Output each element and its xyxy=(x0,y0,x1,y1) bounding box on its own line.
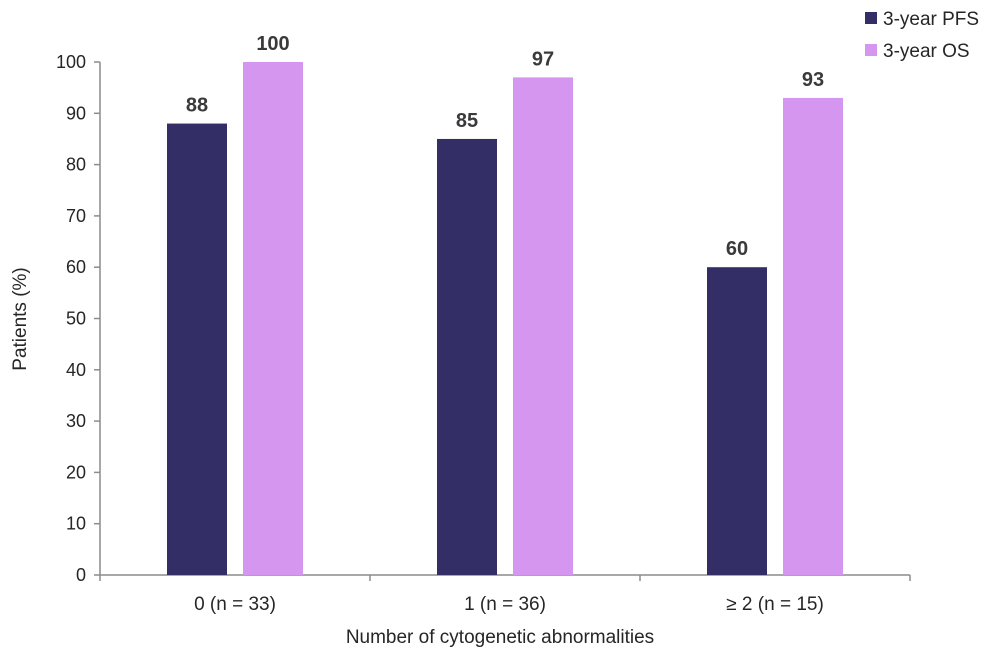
data-label: 88 xyxy=(186,95,208,117)
bar-pfs xyxy=(707,267,767,575)
bar-pfs xyxy=(437,138,497,575)
y-tick-label: 40 xyxy=(66,360,86,380)
y-tick-label: 50 xyxy=(66,309,86,329)
y-axis-title: Patients (%) xyxy=(10,267,31,370)
bar-os xyxy=(243,62,303,575)
y-tick-label: 30 xyxy=(66,411,86,431)
bar-pfs xyxy=(167,123,227,575)
data-label: 97 xyxy=(532,48,554,70)
y-tick-label: 100 xyxy=(56,52,86,72)
y-tick-label: 90 xyxy=(66,103,86,123)
legend-swatch xyxy=(865,12,877,24)
data-label: 60 xyxy=(726,238,748,260)
legend-label: 3-year PFS xyxy=(883,9,979,30)
x-category-label: 0 (n = 33) xyxy=(194,594,276,615)
bars xyxy=(167,62,843,575)
legend: 3-year PFS 3-year OS xyxy=(865,9,979,62)
data-label: 85 xyxy=(456,110,478,132)
x-category-label: ≥ 2 (n = 15) xyxy=(726,594,824,615)
y-tick-label: 80 xyxy=(66,155,86,175)
data-label: 93 xyxy=(802,69,824,91)
y-tick-label: 70 xyxy=(66,206,86,226)
bar-os xyxy=(513,77,573,575)
axes: 0 10 20 30 40 50 60 70 80 90 100 0 (n = 33) 1 (n = 3… xyxy=(56,52,911,615)
y-tick-label: 0 xyxy=(76,565,86,585)
y-tick-label: 10 xyxy=(66,514,86,534)
y-tick-label: 20 xyxy=(66,462,86,482)
x-axis-title: Number of cytogenetic abnormalities xyxy=(346,627,654,648)
data-label: 100 xyxy=(256,33,289,55)
y-tick-label: 60 xyxy=(66,257,86,277)
x-category-label: 1 (n = 36) xyxy=(464,594,546,615)
data-labels: 88 100 85 97 60 93 xyxy=(186,33,824,260)
legend-swatch xyxy=(865,44,877,56)
bar-os xyxy=(783,97,843,575)
legend-label: 3-year OS xyxy=(883,41,970,62)
